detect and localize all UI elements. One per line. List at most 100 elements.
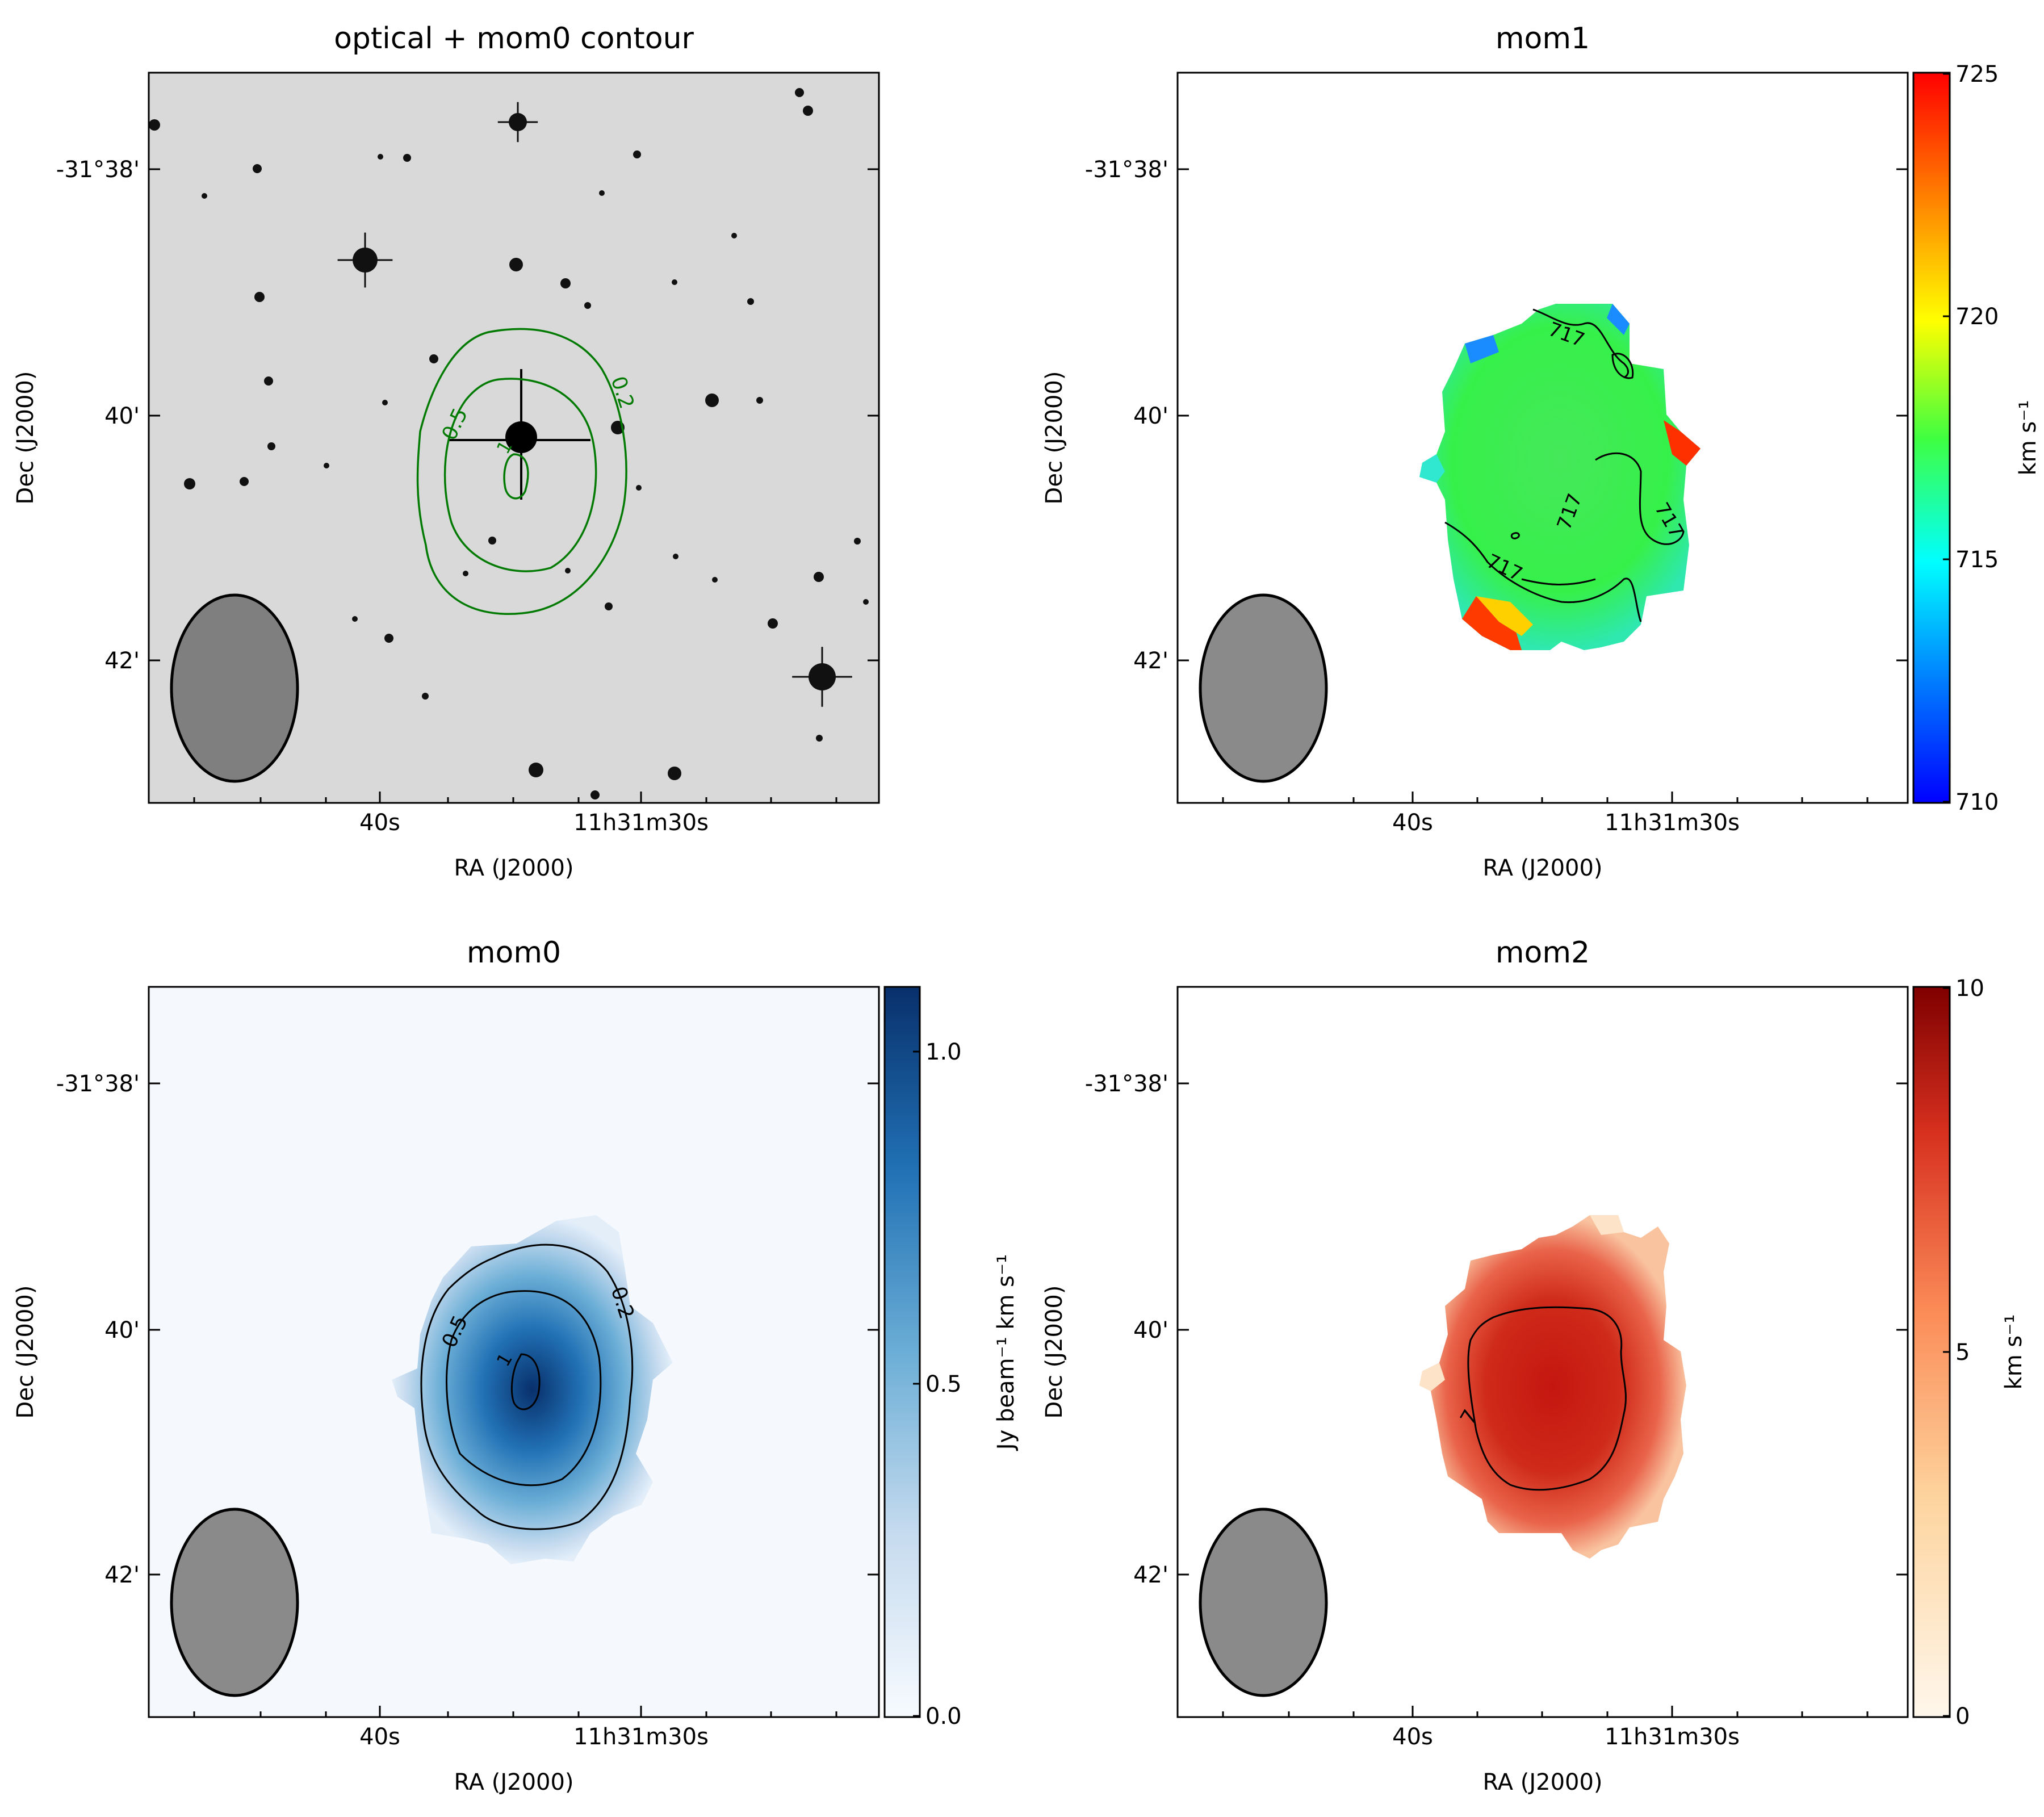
star xyxy=(560,278,571,288)
star xyxy=(254,292,265,302)
x-tick-label: 40s xyxy=(359,1724,400,1750)
beam-ellipse xyxy=(170,593,299,783)
contour-0.2 xyxy=(416,328,627,615)
star xyxy=(463,571,468,576)
star xyxy=(599,190,605,196)
colorbar-tick-label: 0.5 xyxy=(925,1371,962,1397)
star xyxy=(565,568,571,573)
panel-mom2: mom2 7 40s 11h31m30s -31°38' 40' 42' RA … xyxy=(1041,936,2027,1795)
mom1-cyan-edge xyxy=(1419,454,1445,483)
star xyxy=(768,618,778,629)
star xyxy=(854,538,861,545)
star-field xyxy=(149,88,869,799)
x-axis-label: RA (J2000) xyxy=(1482,1769,1602,1795)
colorbar-tick-label: 720 xyxy=(1955,304,1999,330)
y-tick-label: 42' xyxy=(104,1562,140,1588)
contour-0.5 xyxy=(446,1290,602,1487)
y-tick-label: -31°38' xyxy=(56,1071,140,1097)
y-axis-label: Dec (J2000) xyxy=(12,371,39,505)
contour-1 xyxy=(510,1353,541,1410)
x-tick-label: 40s xyxy=(1392,810,1433,836)
colorbar-tick-label: 725 xyxy=(1955,61,1999,87)
x-tick-label: 40s xyxy=(1392,1724,1433,1750)
y-tick-label: 40' xyxy=(1133,403,1168,429)
mom1-yellow-edge xyxy=(1476,596,1533,636)
star xyxy=(253,164,262,173)
x-tick-label: 11h31m30s xyxy=(1605,810,1740,836)
contour-0.5 xyxy=(443,378,597,572)
star xyxy=(590,790,600,799)
y-axis-label: Dec (J2000) xyxy=(1041,1286,1067,1419)
panel-mom1: mom1 717 717 717 717 40s 11h31m30s -31°3… xyxy=(1041,22,2041,881)
star-spike xyxy=(792,647,852,707)
star xyxy=(422,693,429,700)
beam-ellipse xyxy=(1199,1508,1328,1697)
colorbar-tick-label: 710 xyxy=(1955,789,1999,815)
star xyxy=(149,119,160,131)
contour-717 xyxy=(1521,578,1596,585)
panel-title: mom2 xyxy=(1496,936,1590,970)
panel-title: mom1 xyxy=(1496,22,1590,56)
star-spike xyxy=(337,232,393,288)
star xyxy=(429,354,438,363)
x-tick-label: 11h31m30s xyxy=(1605,1724,1740,1750)
star xyxy=(324,463,329,468)
y-tick-label: -31°38' xyxy=(1085,157,1168,183)
star xyxy=(712,577,718,583)
star xyxy=(202,193,207,199)
y-tick-label: 40' xyxy=(104,403,140,429)
star xyxy=(378,154,383,160)
panel-title: optical + mom0 contour xyxy=(334,22,694,56)
contour-717 xyxy=(1444,521,1642,622)
mom1-blue-edge xyxy=(1607,304,1630,335)
contour-7 xyxy=(1467,1306,1627,1491)
colorbar-tick-label: 0.0 xyxy=(925,1703,962,1730)
star xyxy=(673,554,678,559)
star xyxy=(803,106,813,116)
x-axis-label: RA (J2000) xyxy=(454,1769,573,1795)
star xyxy=(488,537,496,545)
y-tick-label: 42' xyxy=(104,648,140,674)
star xyxy=(731,233,737,238)
x-tick-label: 40s xyxy=(359,810,400,836)
star xyxy=(747,298,754,305)
y-tick-label: 42' xyxy=(1133,1562,1168,1588)
mom2-field xyxy=(1419,1215,1686,1559)
colorbar-tick-label: 10 xyxy=(1955,976,1984,1002)
star xyxy=(403,154,411,162)
mom2-pale-edge xyxy=(1419,1363,1445,1391)
star xyxy=(795,88,804,97)
y-tick-label: 42' xyxy=(1133,648,1168,674)
star xyxy=(705,393,719,407)
mom0-field xyxy=(392,1215,673,1564)
star xyxy=(668,767,681,780)
colorbar-label: km s⁻¹ xyxy=(2001,1314,2027,1390)
star xyxy=(636,485,642,491)
contour-717 xyxy=(1595,452,1685,545)
axis-ticks xyxy=(1178,1082,1908,1717)
beam-ellipse xyxy=(1199,593,1328,783)
bright-star xyxy=(449,369,590,500)
star xyxy=(633,150,641,158)
mom1-red-edge xyxy=(1462,596,1522,650)
star xyxy=(756,397,763,404)
star xyxy=(264,376,273,386)
beam-ellipse xyxy=(170,1508,299,1697)
x-axis-label: RA (J2000) xyxy=(454,855,573,881)
star xyxy=(605,602,613,610)
colorbar-tick-label: 1.0 xyxy=(925,1039,962,1065)
y-axis-label: Dec (J2000) xyxy=(1041,371,1067,505)
star-spike xyxy=(497,102,538,143)
y-tick-label: -31°38' xyxy=(1085,1071,1168,1097)
colorbar xyxy=(1912,72,1951,804)
y-tick-label: -31°38' xyxy=(56,157,140,183)
star xyxy=(267,442,275,450)
star xyxy=(816,735,823,742)
x-tick-label: 11h31m30s xyxy=(573,1724,709,1750)
contour-0.2 xyxy=(420,1244,634,1530)
panel-mom0: mom0 0.5 0.2 1 40s 11h31m30s -31°38' 40'… xyxy=(12,936,1019,1795)
colorbar-label: km s⁻¹ xyxy=(2015,400,2041,476)
star xyxy=(814,572,824,582)
star xyxy=(509,258,523,271)
